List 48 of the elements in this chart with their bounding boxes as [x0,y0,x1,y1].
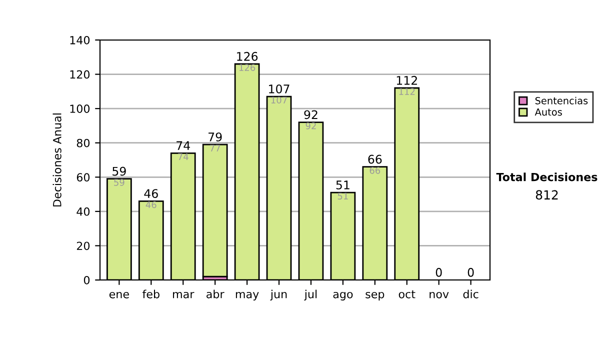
x-tick-label: feb [142,290,160,298]
data-label: 92 [306,122,316,130]
total-label: 0 [436,268,442,277]
data-label: 51 [338,192,348,200]
x-tick-label: sep [366,292,384,300]
x-tick-label: ago [333,292,353,300]
y-axis-title: Decisiones Anual [52,114,62,206]
total-label: 92 [304,110,318,120]
total-label: 74 [176,141,190,150]
y-tick-label: 120 [70,70,90,79]
data-label: 126 [239,64,256,71]
total-label: 79 [208,132,222,142]
x-tick-label: ene [109,292,129,298]
y-tick-label: 140 [70,36,90,44]
x-tick-label: nov [430,292,449,298]
data-label: 59 [114,179,124,186]
y-tick-label: 0 [84,276,90,284]
data-label: 77 [210,144,220,152]
text: 812 [536,190,558,200]
x-tick-label: jun [270,290,287,300]
bar [202,144,228,278]
y-tick-label: 100 [70,104,90,113]
total-label: 46 [144,189,158,198]
x-tick-label: may [236,292,259,300]
data-label: 107 [271,96,287,104]
data-label: 66 [370,167,380,174]
total-label: 0 [468,268,474,277]
y-tick-label: 40 [76,207,90,216]
x-tick-label: mar [173,292,194,298]
total-label: 66 [368,154,382,164]
total-label: 59 [112,166,126,176]
x-tick-label: abr [206,290,224,298]
text: Total Decisiones [496,172,598,182]
y-tick-label: 80 [76,138,90,148]
total-label: 126 [237,52,258,61]
total-label: 107 [269,84,290,94]
data-label: 112 [399,88,415,95]
legend-label: Autos [534,108,562,116]
total-label: 112 [396,76,417,85]
x-tick-label: oct [398,290,416,298]
x-tick-label: dic [463,290,478,298]
y-tick-label: 60 [76,173,90,182]
y-tick-label: 20 [76,242,90,250]
data-label: 74 [178,153,188,160]
x-tick-label: jul [304,290,317,300]
legend-label: Sentencias [535,96,588,104]
data-label: 46 [146,201,156,208]
total-label: 51 [336,180,350,190]
